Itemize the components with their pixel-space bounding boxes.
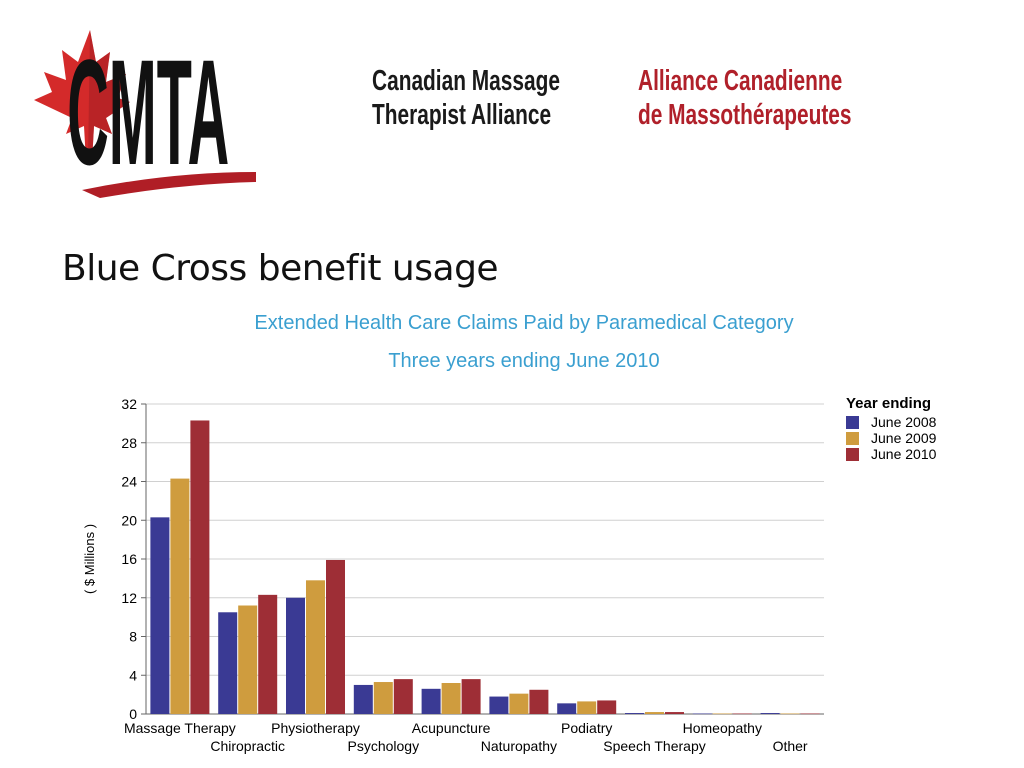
legend: Year ending June 2008 June 2009 June 2010 (846, 395, 936, 462)
bar (286, 597, 305, 714)
legend-swatch (846, 415, 859, 429)
bar (218, 612, 238, 714)
x-tick-label: Psychology (348, 738, 420, 754)
x-tick-label: Speech Therapy (603, 738, 705, 754)
bar (597, 700, 617, 714)
legend-swatch (846, 447, 859, 461)
bar (353, 684, 373, 714)
bar (258, 594, 278, 714)
bar (421, 688, 441, 714)
y-tick-label: 24 (121, 474, 137, 490)
y-tick-label: 4 (129, 667, 137, 683)
bar (645, 712, 664, 714)
x-tick-label: Chiropractic (210, 738, 285, 754)
bar (692, 713, 712, 715)
bar (238, 605, 258, 714)
logo-text: CMTA (67, 29, 229, 196)
bar (509, 693, 529, 714)
bar (780, 713, 800, 715)
bar (557, 703, 577, 714)
bar (712, 713, 732, 715)
y-axis-label: ( $ Millions ) (82, 524, 97, 594)
legend-label: June 2010 (871, 446, 937, 462)
bar (800, 713, 820, 715)
bar (150, 517, 170, 714)
bar (732, 713, 752, 715)
x-tick-label: Other (773, 738, 808, 754)
bar (190, 420, 210, 714)
slide-title: Blue Cross benefit usage (62, 248, 499, 289)
x-tick-label: Acupuncture (412, 720, 491, 736)
legend-swatch (846, 431, 859, 445)
bar (441, 683, 461, 714)
org-name-fr: Alliance Canadienne de Massothérapeutes (638, 65, 852, 131)
bar (577, 701, 597, 714)
y-tick-label: 28 (121, 435, 137, 451)
legend-item: June 2010 (846, 446, 936, 462)
org-name-en: Canadian Massage Therapist Alliance (372, 65, 560, 131)
y-tick-label: 0 (129, 706, 137, 722)
bar-chart: 0 4 8 12 16 20 24 28 32 ( $ Millions ) Massage The… (82, 396, 824, 754)
x-tick-label: Naturopathy (481, 738, 557, 754)
bar (170, 478, 190, 714)
bar (461, 679, 481, 714)
x-tick-label: Homeopathy (683, 720, 762, 736)
bar (489, 696, 509, 714)
y-tick-label: 8 (129, 629, 137, 645)
y-tick-label: 16 (121, 551, 137, 567)
bar (625, 713, 644, 714)
y-tick-label: 20 (121, 512, 137, 528)
y-tick-label: 12 (121, 590, 137, 606)
chart-title: Extended Health Care Claims Paid by Para… (254, 312, 794, 334)
legend-title: Year ending (846, 395, 932, 412)
x-tick-label: Podiatry (561, 720, 612, 736)
cmta-logo: CMTA (34, 29, 256, 198)
bar (326, 559, 345, 714)
x-tick-label: Physiotherapy (271, 720, 360, 736)
bar (665, 712, 684, 714)
legend-label: June 2008 (871, 414, 937, 430)
bar (760, 713, 780, 714)
legend-item: June 2009 (846, 430, 936, 446)
legend-label: June 2009 (871, 430, 937, 446)
chart-subtitle: Three years ending June 2010 (388, 350, 660, 372)
bar (393, 679, 413, 714)
legend-item: June 2008 (846, 414, 936, 430)
bar (306, 580, 325, 714)
bar (529, 689, 549, 714)
y-tick-label: 32 (121, 396, 137, 412)
bar (373, 682, 393, 714)
x-tick-label: Massage Therapy (124, 720, 236, 736)
